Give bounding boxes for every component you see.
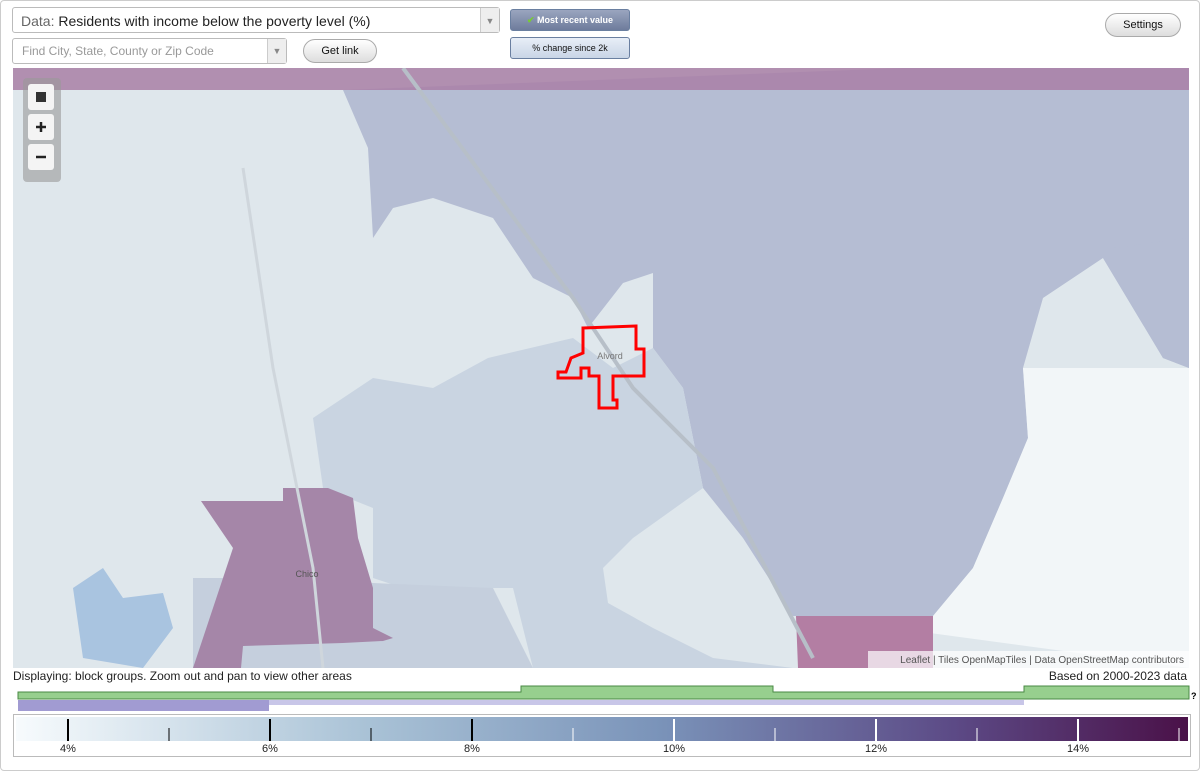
mode-recent-label: Most recent value xyxy=(537,15,614,25)
dropdown-arrow: ▼ xyxy=(480,8,499,32)
region-high xyxy=(13,68,1189,90)
displaying-note: Displaying: block groups. Zoom out and p… xyxy=(13,669,352,683)
attribution-bg xyxy=(868,651,1189,668)
legend-gradient xyxy=(16,717,1188,741)
data-select[interactable]: Data: Residents with income below the po… xyxy=(12,7,500,33)
region xyxy=(343,68,1189,616)
water xyxy=(73,568,173,668)
legend-label: 4% xyxy=(60,743,76,755)
mode-change[interactable]: % change since 2k xyxy=(510,37,630,59)
coverage-bar xyxy=(17,685,1190,700)
mode-recent[interactable]: ✔ Most recent value xyxy=(510,9,630,31)
legend-label: 8% xyxy=(464,743,480,755)
region-high xyxy=(193,488,393,668)
map[interactable]: Alvord Chico Leaflet | Tiles OpenMapTile… xyxy=(13,68,1189,668)
place-label: Chico xyxy=(295,569,318,579)
place-label: Alvord xyxy=(597,351,623,361)
road xyxy=(401,68,815,659)
icon xyxy=(36,122,46,132)
attribution: Leaflet | Tiles OpenMapTiles | Data Open… xyxy=(900,655,1184,666)
legend-label: 6% xyxy=(262,743,278,755)
coverage-bar xyxy=(18,700,269,711)
data-label: Data: xyxy=(21,13,55,29)
legend-label: 10% xyxy=(663,743,685,755)
road xyxy=(241,167,325,668)
dropdown-arrow: ▼ xyxy=(267,39,286,63)
selected-area-outline xyxy=(556,324,646,410)
based-on-note: Based on 2000-2023 data xyxy=(1048,669,1187,683)
region xyxy=(893,368,1189,668)
icon xyxy=(36,92,46,102)
legend-label: 14% xyxy=(1067,743,1089,755)
data-value: Residents with income below the poverty … xyxy=(58,13,371,29)
search-box[interactable]: Find City, State, County or Zip Code ▼ xyxy=(12,38,287,64)
region xyxy=(1103,238,1189,368)
coverage-bars: ? xyxy=(17,685,1197,711)
help[interactable]: ? xyxy=(1191,691,1197,701)
get-link-button[interactable]: Get link xyxy=(303,39,377,63)
settings-button[interactable]: Settings xyxy=(1105,13,1181,37)
search-placeholder: Find City, State, County or Zip Code xyxy=(22,44,214,58)
coverage-bar xyxy=(18,700,1024,705)
legend: 4% 6% 8% 10% 12% 14% xyxy=(13,714,1191,757)
legend-label: 12% xyxy=(865,743,887,755)
